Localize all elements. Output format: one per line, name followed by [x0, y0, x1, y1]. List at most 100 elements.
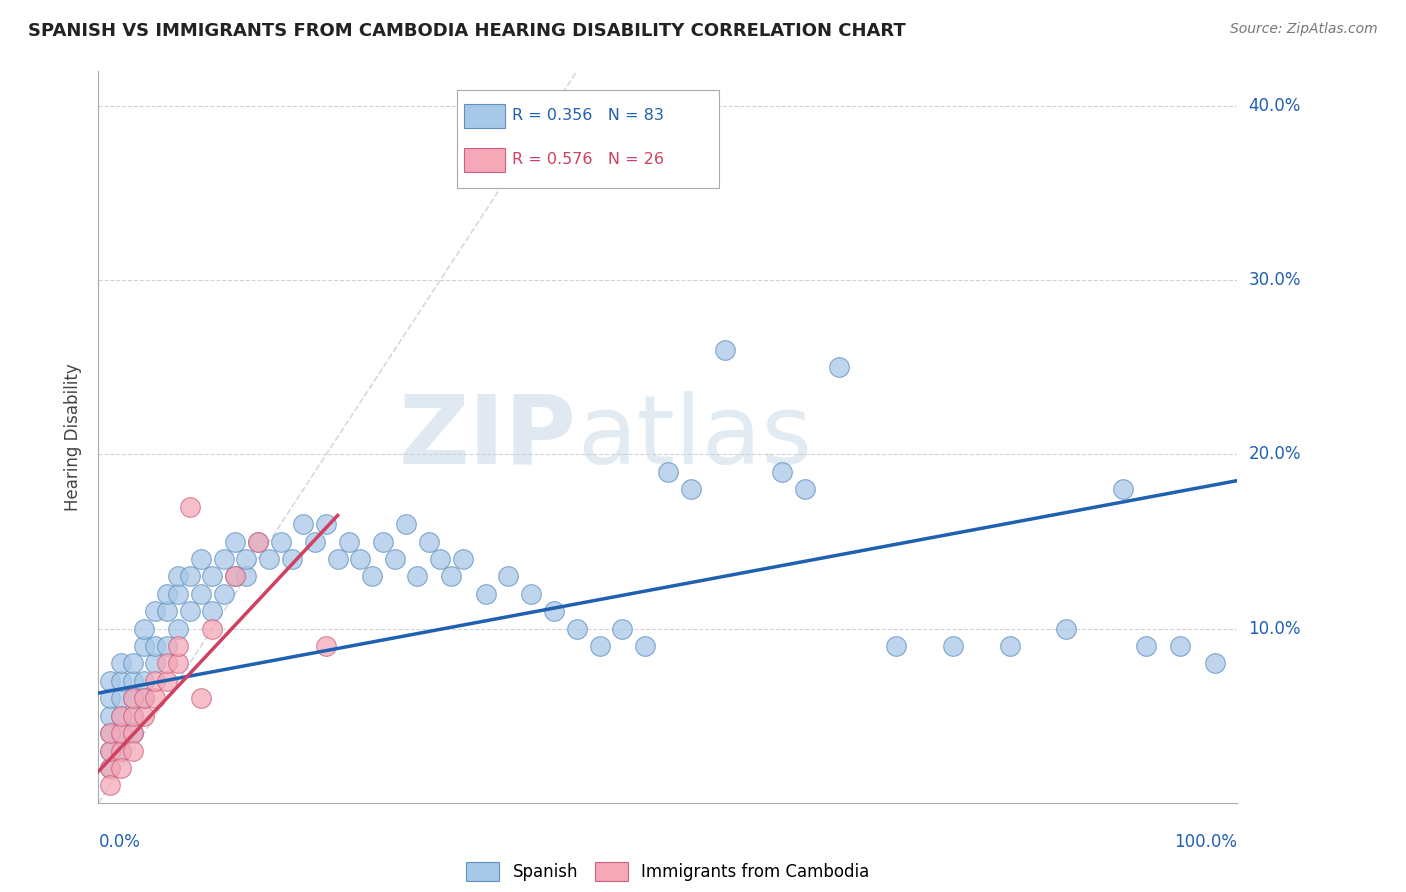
- Point: [543, 604, 565, 618]
- Point: [110, 726, 132, 740]
- Legend: Spanish, Immigrants from Cambodia: Spanish, Immigrants from Cambodia: [460, 855, 876, 888]
- Point: [179, 569, 201, 583]
- Point: [145, 691, 167, 706]
- Text: 30.0%: 30.0%: [1249, 271, 1301, 289]
- Point: [98, 726, 121, 740]
- Point: [98, 761, 121, 775]
- Point: [212, 552, 235, 566]
- Point: [360, 569, 382, 583]
- Point: [884, 639, 907, 653]
- Point: [224, 534, 246, 549]
- Point: [498, 569, 520, 583]
- Point: [132, 673, 155, 688]
- Point: [246, 534, 269, 549]
- Text: 0.0%: 0.0%: [98, 833, 141, 851]
- Text: atlas: atlas: [576, 391, 811, 483]
- Point: [190, 691, 212, 706]
- Point: [110, 657, 132, 671]
- Point: [679, 483, 702, 497]
- Point: [326, 552, 349, 566]
- Point: [1112, 483, 1135, 497]
- Point: [110, 761, 132, 775]
- Point: [942, 639, 965, 653]
- Point: [167, 569, 190, 583]
- Point: [145, 673, 167, 688]
- Point: [98, 691, 121, 706]
- Point: [201, 622, 224, 636]
- Point: [292, 517, 315, 532]
- Point: [418, 534, 440, 549]
- Point: [212, 587, 235, 601]
- Point: [110, 708, 132, 723]
- Point: [246, 534, 269, 549]
- Point: [167, 639, 190, 653]
- Point: [315, 517, 337, 532]
- Point: [657, 465, 679, 479]
- Point: [156, 604, 179, 618]
- Text: ZIP: ZIP: [399, 391, 576, 483]
- Point: [315, 639, 337, 653]
- Text: 10.0%: 10.0%: [1249, 620, 1301, 638]
- Point: [156, 639, 179, 653]
- Point: [167, 622, 190, 636]
- Point: [259, 552, 281, 566]
- Point: [235, 569, 257, 583]
- Point: [201, 569, 224, 583]
- Point: [440, 569, 463, 583]
- Point: [98, 743, 121, 757]
- Point: [474, 587, 496, 601]
- Point: [565, 622, 588, 636]
- Point: [110, 743, 132, 757]
- Point: [167, 657, 190, 671]
- Point: [132, 622, 155, 636]
- Point: [98, 708, 121, 723]
- Point: [201, 604, 224, 618]
- Point: [98, 726, 121, 740]
- Point: [634, 639, 657, 653]
- Point: [714, 343, 737, 357]
- Point: [145, 604, 167, 618]
- Point: [156, 657, 179, 671]
- Text: 100.0%: 100.0%: [1174, 833, 1237, 851]
- Point: [395, 517, 418, 532]
- Text: R = 0.356   N = 83: R = 0.356 N = 83: [512, 109, 664, 123]
- Point: [110, 743, 132, 757]
- Point: [98, 761, 121, 775]
- FancyBboxPatch shape: [457, 90, 718, 188]
- Y-axis label: Hearing Disability: Hearing Disability: [65, 363, 83, 511]
- Point: [429, 552, 451, 566]
- Point: [110, 673, 132, 688]
- Point: [588, 639, 610, 653]
- Point: [235, 552, 257, 566]
- Point: [145, 657, 167, 671]
- Point: [179, 604, 201, 618]
- Point: [304, 534, 326, 549]
- Point: [121, 708, 143, 723]
- Point: [1054, 622, 1078, 636]
- Point: [384, 552, 406, 566]
- Point: [349, 552, 371, 566]
- Text: 20.0%: 20.0%: [1249, 445, 1301, 464]
- Point: [132, 691, 155, 706]
- Point: [121, 743, 143, 757]
- Point: [406, 569, 429, 583]
- Point: [132, 691, 155, 706]
- Point: [828, 360, 851, 375]
- Point: [612, 622, 634, 636]
- Text: R = 0.576   N = 26: R = 0.576 N = 26: [512, 153, 664, 168]
- Point: [98, 743, 121, 757]
- FancyBboxPatch shape: [464, 104, 505, 128]
- Point: [121, 673, 143, 688]
- Text: SPANISH VS IMMIGRANTS FROM CAMBODIA HEARING DISABILITY CORRELATION CHART: SPANISH VS IMMIGRANTS FROM CAMBODIA HEAR…: [28, 22, 905, 40]
- Point: [98, 673, 121, 688]
- Point: [224, 569, 246, 583]
- Point: [156, 587, 179, 601]
- Text: 40.0%: 40.0%: [1249, 97, 1301, 115]
- Point: [1135, 639, 1157, 653]
- Point: [156, 673, 179, 688]
- Point: [121, 691, 143, 706]
- Point: [110, 726, 132, 740]
- FancyBboxPatch shape: [464, 148, 505, 171]
- Text: Source: ZipAtlas.com: Source: ZipAtlas.com: [1230, 22, 1378, 37]
- Point: [190, 587, 212, 601]
